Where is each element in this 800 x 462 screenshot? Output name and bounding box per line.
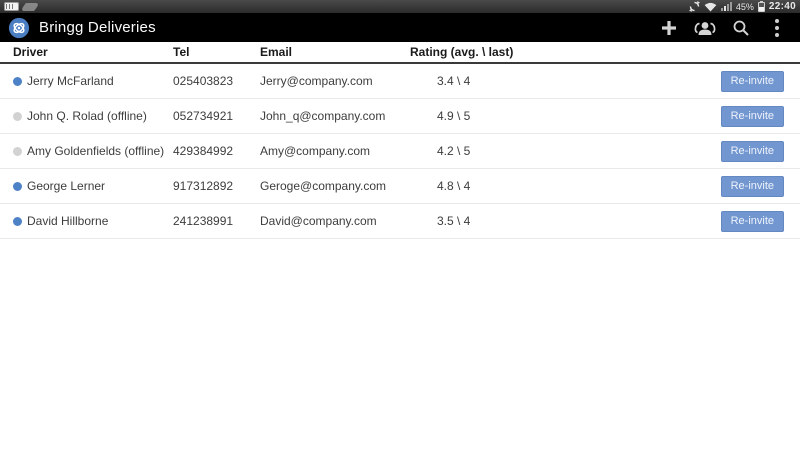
driver-row[interactable]: George Lerner 917312892 Geroge@company.c…	[0, 169, 800, 204]
driver-row[interactable]: Jerry McFarland 025403823 Jerry@company.…	[0, 64, 800, 99]
driver-email: David@company.com	[260, 214, 377, 228]
screenshot-notification-icon	[20, 2, 40, 11]
reinvite-button[interactable]: Re-invite	[720, 105, 784, 127]
search-icon	[733, 20, 749, 36]
driver-rating: 3.5 \ 4	[437, 214, 471, 228]
driver-rating: 4.8 \ 4	[437, 179, 471, 193]
status-bar: 45% 22:40	[0, 0, 800, 13]
table-header-row: Driver Tel Email Rating (avg. \ last)	[0, 42, 800, 64]
driver-email: John_q@company.com	[260, 109, 386, 123]
reinvite-button[interactable]: Re-invite	[720, 140, 784, 162]
battery-icon	[757, 0, 765, 12]
app-bar: Bringg Deliveries	[0, 13, 800, 42]
app-bar-actions	[654, 15, 792, 41]
status-bar-system-icons: 45% 22:40	[688, 0, 796, 13]
driver-status-dot	[13, 111, 22, 121]
driver-tel: 917312892	[173, 179, 234, 193]
driver-table-body: Jerry McFarland 025403823 Jerry@company.…	[0, 64, 800, 239]
page-title: Bringg Deliveries	[39, 19, 156, 36]
drivers-table: Driver Tel Email Rating (avg. \ last) Je…	[0, 42, 800, 239]
add-driver-button[interactable]	[654, 15, 684, 41]
search-button[interactable]	[726, 15, 756, 41]
plus-icon	[662, 20, 676, 35]
bringg-logo-icon	[8, 17, 30, 38]
driver-row[interactable]: David Hillborne 241238991 David@company.…	[0, 204, 800, 239]
driver-name: John Q. Rolad (offline)	[27, 109, 147, 123]
driver-status-dot	[13, 146, 22, 156]
reinvite-button[interactable]: Re-invite	[720, 175, 784, 197]
column-header-tel: Tel	[173, 45, 190, 59]
column-header-email: Email	[260, 45, 293, 59]
wifi-icon	[704, 2, 717, 12]
status-bar-notifications	[4, 0, 40, 13]
driver-email: Amy@company.com	[260, 144, 370, 158]
battery-percent-label: 45%	[735, 1, 754, 12]
drivers-list-button[interactable]	[690, 15, 720, 41]
driver-name: George Lerner	[27, 179, 106, 193]
driver-tel: 241238991	[173, 214, 234, 228]
overflow-menu-icon	[775, 18, 779, 37]
driver-tel: 052734921	[173, 109, 234, 123]
driver-status-dot	[13, 76, 22, 86]
driver-row[interactable]: Amy Goldenfields (offline) 429384992 Amy…	[0, 134, 800, 169]
driver-email: Geroge@company.com	[260, 179, 387, 193]
clock-label: 22:40	[768, 1, 796, 12]
driver-row[interactable]: John Q. Rolad (offline) 052734921 John_q…	[0, 99, 800, 134]
driver-email: Jerry@company.com	[260, 74, 373, 88]
driver-status-dot	[13, 216, 22, 226]
reinvite-button[interactable]: Re-invite	[720, 210, 784, 232]
column-header-driver: Driver	[13, 45, 48, 59]
driver-name: Amy Goldenfields (offline)	[27, 144, 165, 158]
column-header-rating: Rating (avg. \ last)	[410, 45, 514, 59]
notification-badge-icon	[4, 2, 19, 11]
driver-rating: 4.2 \ 5	[437, 144, 471, 158]
driver-rating: 4.9 \ 5	[437, 109, 471, 123]
signal-strength-icon	[720, 2, 732, 11]
driver-status-dot	[13, 181, 22, 191]
driver-name: Jerry McFarland	[27, 74, 114, 88]
reinvite-button[interactable]: Re-invite	[720, 70, 784, 92]
group-icon	[694, 21, 716, 35]
driver-tel: 025403823	[173, 74, 234, 88]
driver-name: David Hillborne	[27, 214, 109, 228]
overflow-menu-button[interactable]	[762, 15, 792, 41]
driver-tel: 429384992	[173, 144, 234, 158]
driver-rating: 3.4 \ 4	[437, 74, 471, 88]
sync-icon	[688, 1, 700, 12]
